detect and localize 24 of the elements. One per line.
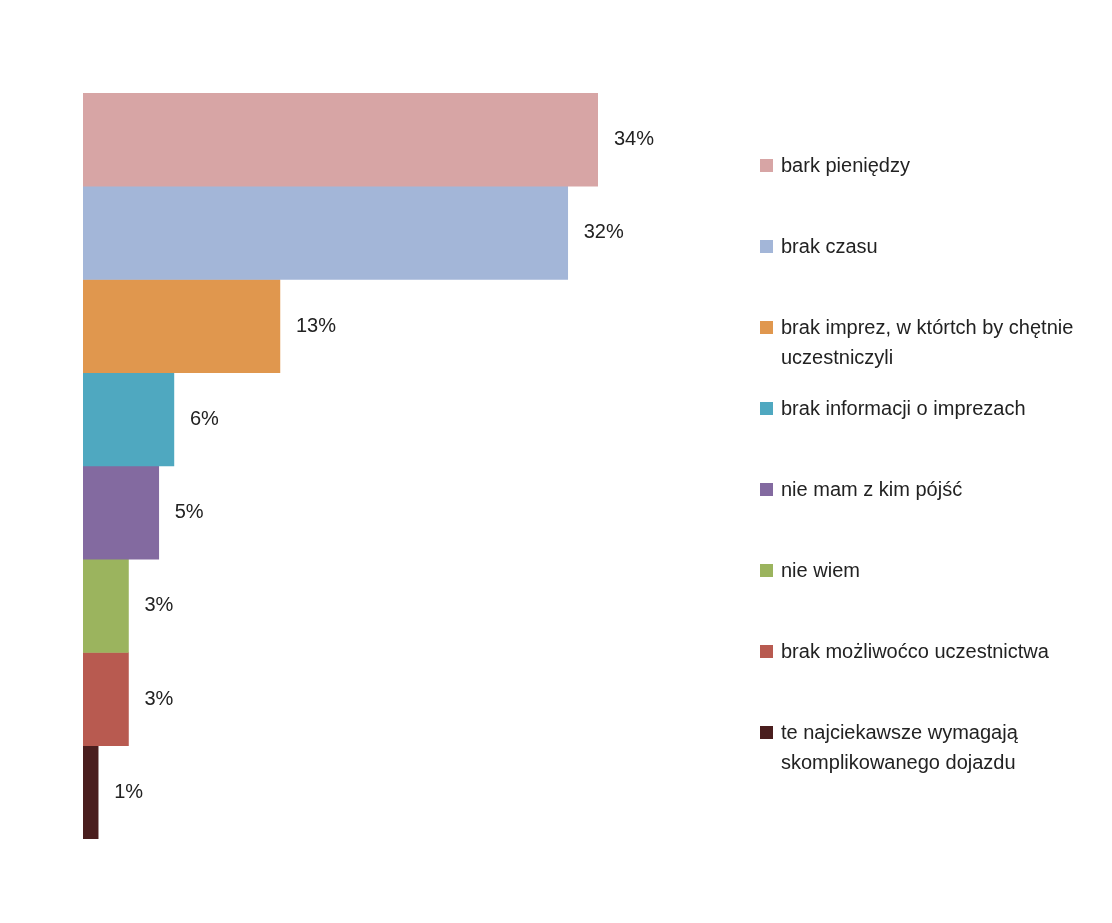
bar (83, 652, 129, 747)
legend-label: brak informacji o imprezach (781, 396, 1026, 421)
data-label: 3% (144, 593, 174, 616)
bar (83, 93, 598, 187)
bar (83, 745, 99, 839)
bar (83, 185, 569, 280)
legend-label: brak czasu (781, 234, 878, 259)
data-label: 5% (174, 500, 204, 523)
data-label: 13% (295, 313, 337, 336)
legend-label: nie mam z kim pójść (781, 477, 963, 502)
bar (83, 465, 160, 560)
legend-label: nie wiem (781, 558, 860, 583)
data-label: 32% (583, 220, 624, 243)
bar (83, 558, 129, 653)
bar (83, 372, 175, 467)
bar (83, 279, 281, 374)
data-label: 1% (114, 779, 144, 802)
legend-label: te najciekawsze wymagają skomplikowanego dojazdu (781, 720, 1019, 775)
legend-label: bark pieniędzy (781, 153, 910, 178)
legend-label: brak możliwoćco uczestnictwa (781, 639, 1049, 664)
legend-label: brak imprez, w którtch by chętnie uczestniczyli (781, 315, 1075, 370)
data-label: 34% (614, 127, 655, 150)
data-label: 6% (189, 406, 220, 429)
data-label: 3% (144, 686, 174, 709)
